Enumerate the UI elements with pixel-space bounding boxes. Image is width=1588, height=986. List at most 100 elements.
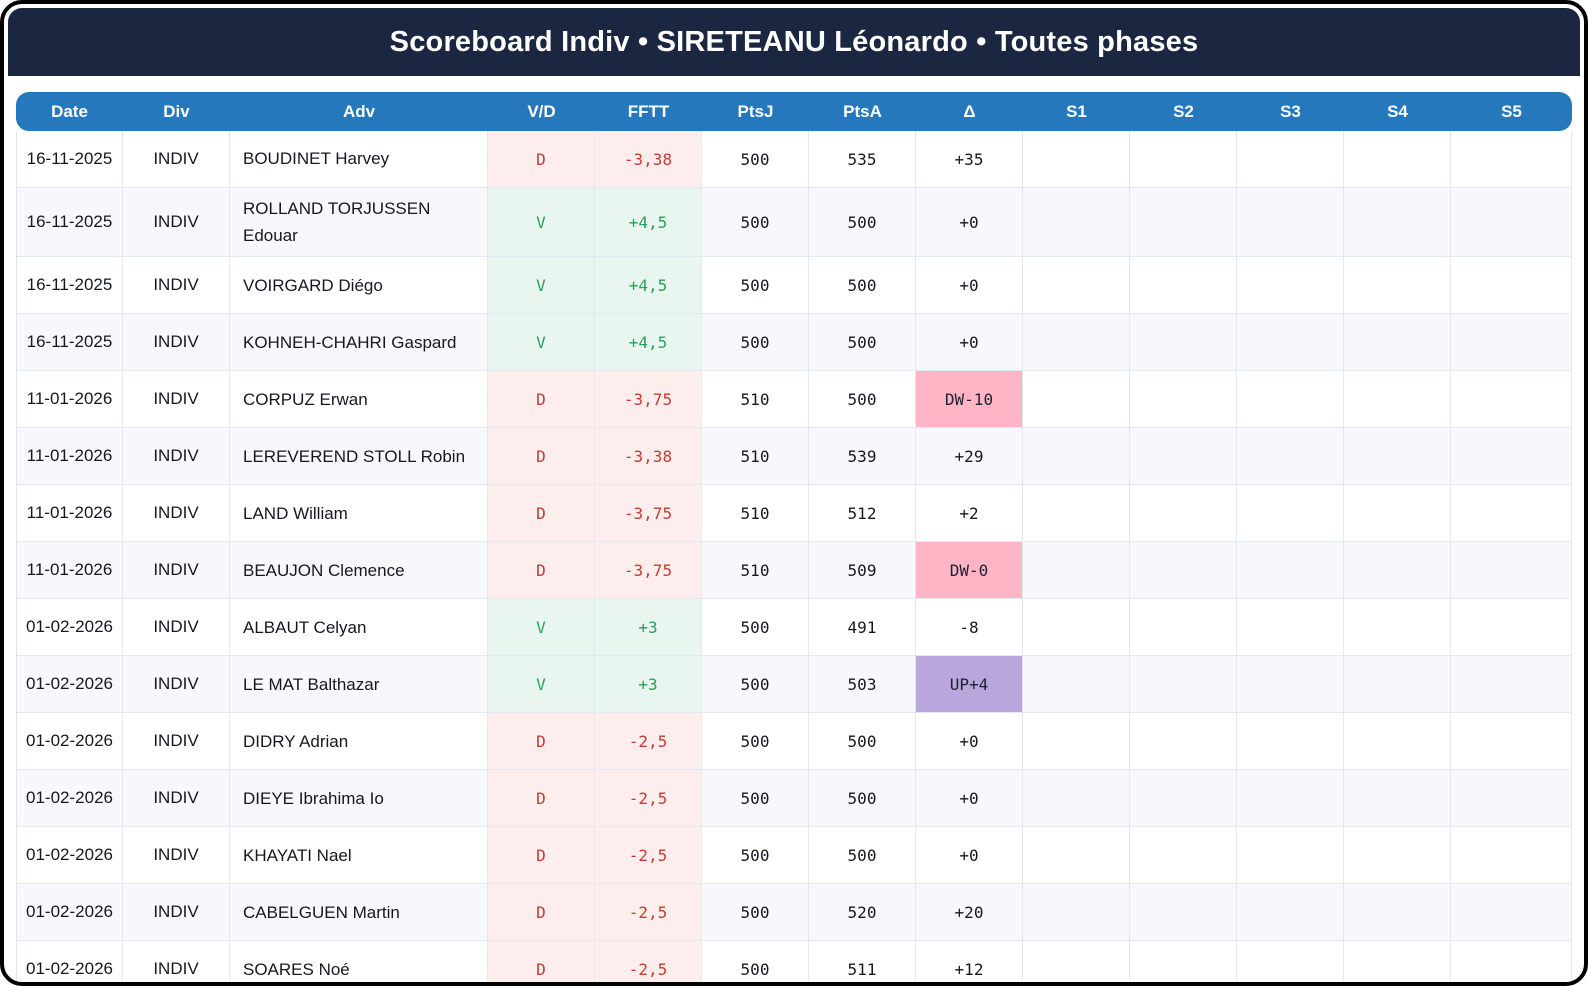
s4-cell bbox=[1344, 428, 1451, 486]
ptsj-cell: 510 bbox=[702, 485, 809, 543]
date-cell: 01-02-2026 bbox=[16, 884, 123, 942]
table-row: 01-02-2026 INDIV KHAYATI Nael D -2,5 500 500 +0 bbox=[16, 827, 1572, 885]
s5-cell bbox=[1451, 656, 1572, 714]
s1-cell bbox=[1023, 542, 1130, 600]
table-row: 11-01-2026 INDIV BEAUJON Clemence D -3,75 510… bbox=[16, 542, 1572, 600]
table-row: 01-02-2026 INDIV SOARES Noé D -2,5 500 511 +12 bbox=[16, 941, 1572, 982]
ptsj-cell: 510 bbox=[702, 371, 809, 429]
ptsa-cell: 500 bbox=[809, 257, 916, 315]
ptsa-cell: 500 bbox=[809, 188, 916, 258]
s1-cell bbox=[1023, 188, 1130, 258]
date-cell: 11-01-2026 bbox=[16, 428, 123, 486]
ptsa-cell: 500 bbox=[809, 827, 916, 885]
s5-cell bbox=[1451, 884, 1572, 942]
s5-cell bbox=[1451, 827, 1572, 885]
date-cell: 11-01-2026 bbox=[16, 485, 123, 543]
ptsa-cell: 512 bbox=[809, 485, 916, 543]
date-cell: 16-11-2025 bbox=[16, 188, 123, 258]
s3-cell bbox=[1237, 599, 1344, 657]
s4-cell bbox=[1344, 656, 1451, 714]
s1-cell bbox=[1023, 314, 1130, 372]
adv-cell: CORPUZ Erwan bbox=[230, 371, 488, 429]
adv-cell: DIEYE Ibrahima Io bbox=[230, 770, 488, 828]
fftt-cell: -2,5 bbox=[595, 713, 702, 771]
div-cell: INDIV bbox=[123, 827, 230, 885]
col-header-s3: S3 bbox=[1237, 92, 1344, 131]
adv-cell: LE MAT Balthazar bbox=[230, 656, 488, 714]
s4-cell bbox=[1344, 257, 1451, 315]
s1-cell bbox=[1023, 428, 1130, 486]
s2-cell bbox=[1130, 371, 1237, 429]
date-cell: 01-02-2026 bbox=[16, 827, 123, 885]
adv-cell: LEREVEREND STOLL Robin bbox=[230, 428, 488, 486]
div-cell: INDIV bbox=[123, 428, 230, 486]
s3-cell bbox=[1237, 485, 1344, 543]
vd-cell: D bbox=[488, 485, 595, 543]
vd-cell: D bbox=[488, 131, 595, 188]
ptsj-cell: 500 bbox=[702, 314, 809, 372]
delta-cell: DW-0 bbox=[916, 542, 1023, 600]
s2-cell bbox=[1130, 770, 1237, 828]
div-cell: INDIV bbox=[123, 257, 230, 315]
s3-cell bbox=[1237, 314, 1344, 372]
fftt-cell: -2,5 bbox=[595, 884, 702, 942]
s5-cell bbox=[1451, 188, 1572, 258]
div-cell: INDIV bbox=[123, 485, 230, 543]
s1-cell bbox=[1023, 770, 1130, 828]
div-cell: INDIV bbox=[123, 542, 230, 600]
delta-cell: +20 bbox=[916, 884, 1023, 942]
col-header-ptsa: PtsA bbox=[809, 92, 916, 131]
s5-cell bbox=[1451, 257, 1572, 315]
table-row: 01-02-2026 INDIV LE MAT Balthazar V +3 500 503… bbox=[16, 656, 1572, 714]
col-header-vd: V/D bbox=[488, 92, 595, 131]
delta-cell: +0 bbox=[916, 188, 1023, 258]
s3-cell bbox=[1237, 188, 1344, 258]
vd-cell: V bbox=[488, 656, 595, 714]
col-header-delta: Δ bbox=[916, 92, 1023, 131]
fftt-cell: +4,5 bbox=[595, 314, 702, 372]
ptsa-cell: 500 bbox=[809, 770, 916, 828]
s5-cell bbox=[1451, 941, 1572, 982]
s4-cell bbox=[1344, 542, 1451, 600]
ptsa-cell: 520 bbox=[809, 884, 916, 942]
s3-cell bbox=[1237, 827, 1344, 885]
delta-cell: UP+4 bbox=[916, 656, 1023, 714]
delta-cell: +0 bbox=[916, 770, 1023, 828]
s2-cell bbox=[1130, 485, 1237, 543]
col-header-fftt: FFTT bbox=[595, 92, 702, 131]
s5-cell bbox=[1451, 428, 1572, 486]
s3-cell bbox=[1237, 656, 1344, 714]
s4-cell bbox=[1344, 599, 1451, 657]
col-header-s2: S2 bbox=[1130, 92, 1237, 131]
ptsj-cell: 500 bbox=[702, 941, 809, 982]
ptsj-cell: 500 bbox=[702, 713, 809, 771]
s5-cell bbox=[1451, 131, 1572, 188]
s2-cell bbox=[1130, 884, 1237, 942]
table-header: Date Div Adv V/D FFTT PtsJ Δ PtsA Δ S1 S… bbox=[16, 92, 1572, 131]
div-cell: INDIV bbox=[123, 941, 230, 982]
table-row: 16-11-2025 INDIV KOHNEH-CHAHRI Gaspard V +4,… bbox=[16, 314, 1572, 372]
date-cell: 16-11-2025 bbox=[16, 314, 123, 372]
ptsj-cell: 510 bbox=[702, 428, 809, 486]
s2-cell bbox=[1130, 827, 1237, 885]
vd-cell: D bbox=[488, 542, 595, 600]
vd-cell: D bbox=[488, 713, 595, 771]
fftt-cell: +3 bbox=[595, 599, 702, 657]
page-title: Scoreboard Indiv • SIRETEANU Léonardo • … bbox=[389, 25, 1199, 58]
adv-cell: LAND William bbox=[230, 485, 488, 543]
adv-cell: KHAYATI Nael bbox=[230, 827, 488, 885]
fftt-cell: +4,5 bbox=[595, 188, 702, 258]
delta-cell: +0 bbox=[916, 257, 1023, 315]
date-cell: 11-01-2026 bbox=[16, 371, 123, 429]
vd-cell: V bbox=[488, 599, 595, 657]
adv-cell: ALBAUT Celyan bbox=[230, 599, 488, 657]
date-cell: 01-02-2026 bbox=[16, 941, 123, 982]
adv-cell: CABELGUEN Martin bbox=[230, 884, 488, 942]
s3-cell bbox=[1237, 713, 1344, 771]
adv-cell: BEAUJON Clemence bbox=[230, 542, 488, 600]
fftt-cell: -2,5 bbox=[595, 941, 702, 982]
s2-cell bbox=[1130, 713, 1237, 771]
title-bar: Scoreboard Indiv • SIRETEANU Léonardo • … bbox=[8, 8, 1580, 76]
div-cell: INDIV bbox=[123, 371, 230, 429]
